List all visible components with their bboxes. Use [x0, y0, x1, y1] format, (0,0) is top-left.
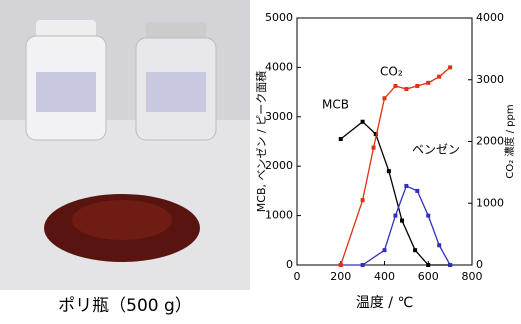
data-point: [393, 214, 397, 218]
figure: ポリ瓶（500 g） 02004006008000100020003000400…: [0, 0, 521, 320]
data-point: [426, 214, 430, 218]
data-point: [404, 87, 408, 91]
data-point: [361, 120, 365, 124]
y2-tick-label: 3000: [476, 73, 504, 86]
data-point: [404, 184, 408, 188]
x-tick-label: 400: [374, 270, 395, 283]
x-axis-label: 温度 / ℃: [356, 295, 413, 311]
x-tick-label: 600: [418, 270, 439, 283]
data-point: [437, 243, 441, 247]
data-point: [426, 263, 430, 267]
data-point: [448, 65, 452, 69]
data-point: [339, 137, 343, 141]
series-line: [341, 67, 450, 265]
data-point: [372, 146, 376, 150]
data-point: [415, 189, 419, 193]
y-axis-label: MCB, ベンゼン / ピーク面積: [254, 71, 268, 212]
y2-tick-label: 0: [476, 258, 483, 271]
x-tick-label: 0: [294, 270, 301, 283]
data-point: [393, 84, 397, 88]
y2-axis-label: CO₂ 濃度 / ppm: [503, 104, 516, 178]
data-point: [361, 263, 365, 267]
series-label: CO₂: [380, 65, 403, 79]
data-point: [400, 219, 404, 223]
y-tick-label: 5000: [265, 11, 293, 24]
photo: ポリ瓶（500 g）: [0, 0, 250, 316]
x-tick-label: 800: [462, 270, 483, 283]
x-tick-label: 200: [330, 270, 351, 283]
data-point: [437, 75, 441, 79]
photo-caption: ポリ瓶（500 g）: [58, 296, 192, 316]
plot-frame: [297, 18, 472, 265]
y2-tick-label: 2000: [476, 135, 504, 148]
series-label: MCB: [322, 98, 349, 112]
data-point: [426, 81, 430, 85]
y-tick-label: 2000: [265, 159, 293, 172]
data-point: [413, 248, 417, 252]
y-tick-label: 1000: [265, 209, 293, 222]
data-point: [361, 198, 365, 202]
series-label: ベンゼン: [412, 143, 460, 157]
data-point: [383, 248, 387, 252]
data-point: [415, 84, 419, 88]
data-point: [448, 263, 452, 267]
data-point: [339, 263, 343, 267]
y-tick-label: 4000: [265, 60, 293, 73]
data-point: [383, 96, 387, 100]
data-point: [387, 169, 391, 173]
y2-tick-label: 4000: [476, 11, 504, 24]
y-tick-label: 0: [286, 258, 293, 271]
y2-tick-label: 1000: [476, 196, 504, 209]
y-tick-label: 3000: [265, 110, 293, 123]
